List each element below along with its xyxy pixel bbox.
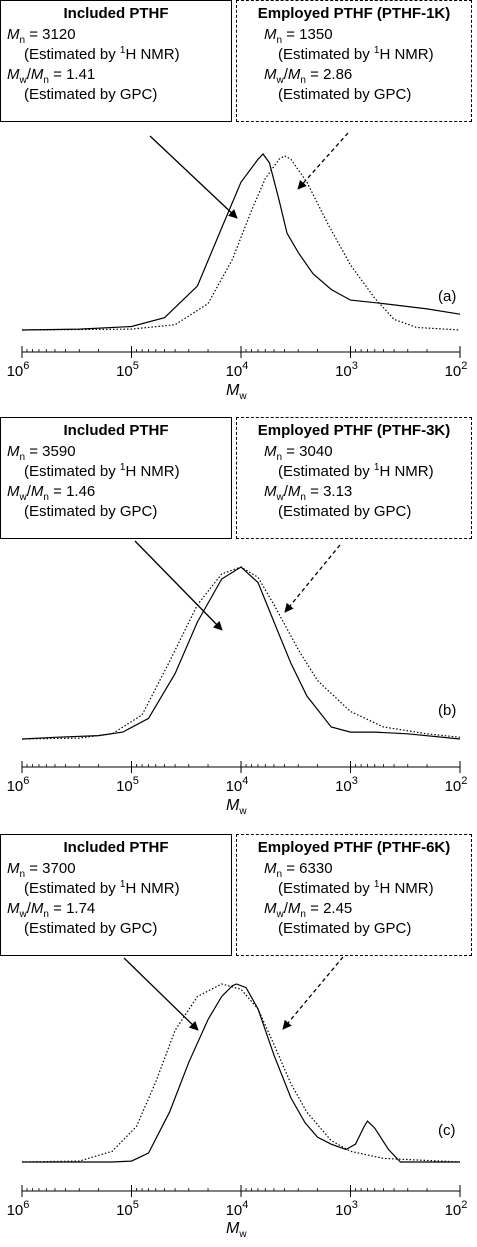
box-title: Employed PTHF (PTHF-3K) [257, 422, 451, 439]
pdi-value: 1.74 [66, 900, 96, 917]
pdi-line: Mw/Mn = 1.74 [7, 900, 96, 920]
x-axis-label: Mw [226, 1220, 247, 1241]
mn-line: Mn = 1350 [264, 26, 333, 46]
included-pthf-curve [21, 566, 461, 740]
mn-value: 3040 [299, 443, 333, 460]
mn-line: Mn = 3700 [7, 860, 76, 880]
pdi-method: (Estimated by GPC) [278, 86, 412, 103]
x-tick-label: 106 [7, 360, 30, 380]
employed-pointer-arrow [297, 132, 349, 190]
pdi-line: Mw/Mn = 2.45 [264, 900, 353, 920]
x-tick-label: 102 [445, 1199, 468, 1219]
x-axis-label: Mw [226, 382, 247, 403]
panel-c: 106 105 104 103 102 Included PTHF Mn = 3700 … [0, 834, 477, 1240]
employed-pthf-curve [21, 566, 461, 740]
mn-value: 3120 [42, 26, 76, 43]
x-tick-label: 105 [116, 775, 139, 795]
pdi-value: 3.13 [323, 483, 353, 500]
included-pointer-arrow [123, 957, 199, 1031]
employed-pthf-box: Employed PTHF (PTHF-1K) Mn = 1350 (Estim… [236, 0, 472, 122]
employed-pthf-curve [21, 983, 461, 1163]
box-title: Included PTHF [63, 422, 169, 439]
pdi-line: Mw/Mn = 1.41 [7, 66, 96, 86]
employed-pointer-arrow [282, 956, 344, 1030]
included-pthf-box: Included PTHF Mn = 3590 (Estimated by 1H… [0, 417, 232, 539]
x-tick-label: 104 [226, 360, 249, 380]
x-tick-label: 105 [116, 360, 139, 380]
mn-value: 3590 [42, 443, 76, 460]
included-pointer-arrow [149, 135, 238, 219]
box-title: Included PTHF [63, 839, 169, 856]
mn-value: 3700 [42, 860, 76, 877]
mn-value: 6330 [299, 860, 333, 877]
included-pointer-arrow [134, 540, 223, 631]
mn-method: (Estimated by 1H NMR) [24, 462, 180, 481]
pdi-value: 2.86 [323, 66, 353, 83]
chart-svg: 106 105 104 103 102 [7, 956, 468, 1219]
x-tick-label: 106 [7, 1199, 30, 1219]
x-tick-label: 105 [116, 1199, 139, 1219]
mn-line: Mn = 3040 [264, 443, 333, 463]
mn-method: (Estimated by 1H NMR) [278, 879, 434, 898]
x-tick-label: 102 [445, 775, 468, 795]
mn-method: (Estimated by 1H NMR) [278, 462, 434, 481]
panel-a: 106 105 104 103 102 Included PTHF Mn = 3120 … [0, 0, 477, 403]
employed-pthf-box: Employed PTHF (PTHF-3K) Mn = 3040 (Estim… [236, 417, 472, 539]
mn-method: (Estimated by 1H NMR) [24, 879, 180, 898]
pdi-method: (Estimated by GPC) [24, 503, 158, 520]
pdi-line: Mw/Mn = 1.46 [7, 483, 96, 503]
included-pthf-box: Included PTHF Mn = 3700 (Estimated by 1H… [0, 834, 232, 956]
box-title: Employed PTHF (PTHF-6K) [257, 839, 451, 856]
box-title: Included PTHF [63, 5, 169, 22]
included-pthf-curve [22, 983, 460, 1163]
box-title: Employed PTHF (PTHF-1K) [257, 5, 451, 22]
pdi-line: Mw/Mn = 3.13 [264, 483, 353, 503]
panel-label: (b) [438, 702, 457, 719]
x-tick-label: 103 [335, 1199, 358, 1219]
pdi-value: 2.45 [323, 900, 353, 917]
employed-pthf-curve [21, 155, 461, 331]
included-pthf-curve [21, 153, 461, 331]
x-tick-label: 106 [7, 775, 30, 795]
pdi-line: Mw/Mn = 2.86 [264, 66, 353, 86]
panel-label: (a) [438, 288, 457, 305]
x-tick-label: 104 [226, 775, 249, 795]
included-pthf-box: Included PTHF Mn = 3120 (Estimated by 1H… [0, 0, 232, 122]
employed-pthf-box: Employed PTHF (PTHF-6K) Mn = 6330 (Estim… [236, 834, 472, 956]
pdi-method: (Estimated by GPC) [278, 920, 412, 937]
pdi-value: 1.46 [66, 483, 96, 500]
x-tick-label: 103 [335, 775, 358, 795]
mn-method: (Estimated by 1H NMR) [24, 45, 180, 64]
mn-method: (Estimated by 1H NMR) [278, 45, 434, 64]
employed-pointer-arrow [284, 544, 341, 613]
chart-svg: 106 105 104 103 102 [7, 540, 468, 795]
pdi-value: 1.41 [66, 66, 96, 83]
mn-line: Mn = 3120 [7, 26, 76, 46]
mn-value: 1350 [299, 26, 333, 43]
x-axis-label: Mw [226, 797, 247, 818]
panel-b: 106 105 104 103 102 Included PTHF Mn = 3590 … [0, 417, 477, 817]
mn-line: Mn = 3590 [7, 443, 76, 463]
chart-svg: 106 105 104 103 102 [7, 132, 468, 380]
pdi-method: (Estimated by GPC) [278, 503, 412, 520]
mn-line: Mn = 6330 [264, 860, 333, 880]
pdi-method: (Estimated by GPC) [24, 920, 158, 937]
pdi-method: (Estimated by GPC) [24, 86, 158, 103]
panel-label: (c) [438, 1122, 456, 1139]
x-tick-label: 103 [335, 360, 358, 380]
x-tick-label: 102 [445, 360, 468, 380]
x-tick-label: 104 [226, 1199, 249, 1219]
